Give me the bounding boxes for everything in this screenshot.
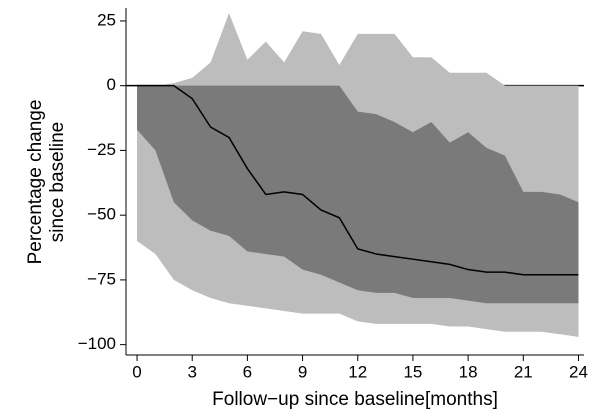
y-tick-label: −25 bbox=[87, 140, 116, 159]
x-tick-label: 12 bbox=[348, 362, 367, 381]
x-tick-label: 21 bbox=[514, 362, 533, 381]
x-tick-label: 18 bbox=[459, 362, 478, 381]
y-tick-label: 25 bbox=[97, 10, 116, 29]
x-tick-label: 9 bbox=[298, 362, 307, 381]
y-tick-label: −75 bbox=[87, 269, 116, 288]
x-tick-label: 6 bbox=[243, 362, 252, 381]
x-tick-label: 0 bbox=[132, 362, 141, 381]
y-tick-label: −100 bbox=[78, 334, 116, 353]
x-axis-title: Follow−up since baseline[months] bbox=[212, 389, 498, 410]
x-tick-label: 15 bbox=[403, 362, 422, 381]
y-axis-title: Percentage change bbox=[25, 100, 46, 265]
band bbox=[137, 85, 579, 304]
x-tick-label: 24 bbox=[569, 362, 588, 381]
median-line bbox=[137, 84, 579, 276]
y-tick-label: −50 bbox=[87, 205, 116, 224]
y-axis-title: since baseline bbox=[47, 122, 68, 242]
y-tick-label: 0 bbox=[107, 75, 116, 94]
x-tick-label: 3 bbox=[187, 362, 196, 381]
